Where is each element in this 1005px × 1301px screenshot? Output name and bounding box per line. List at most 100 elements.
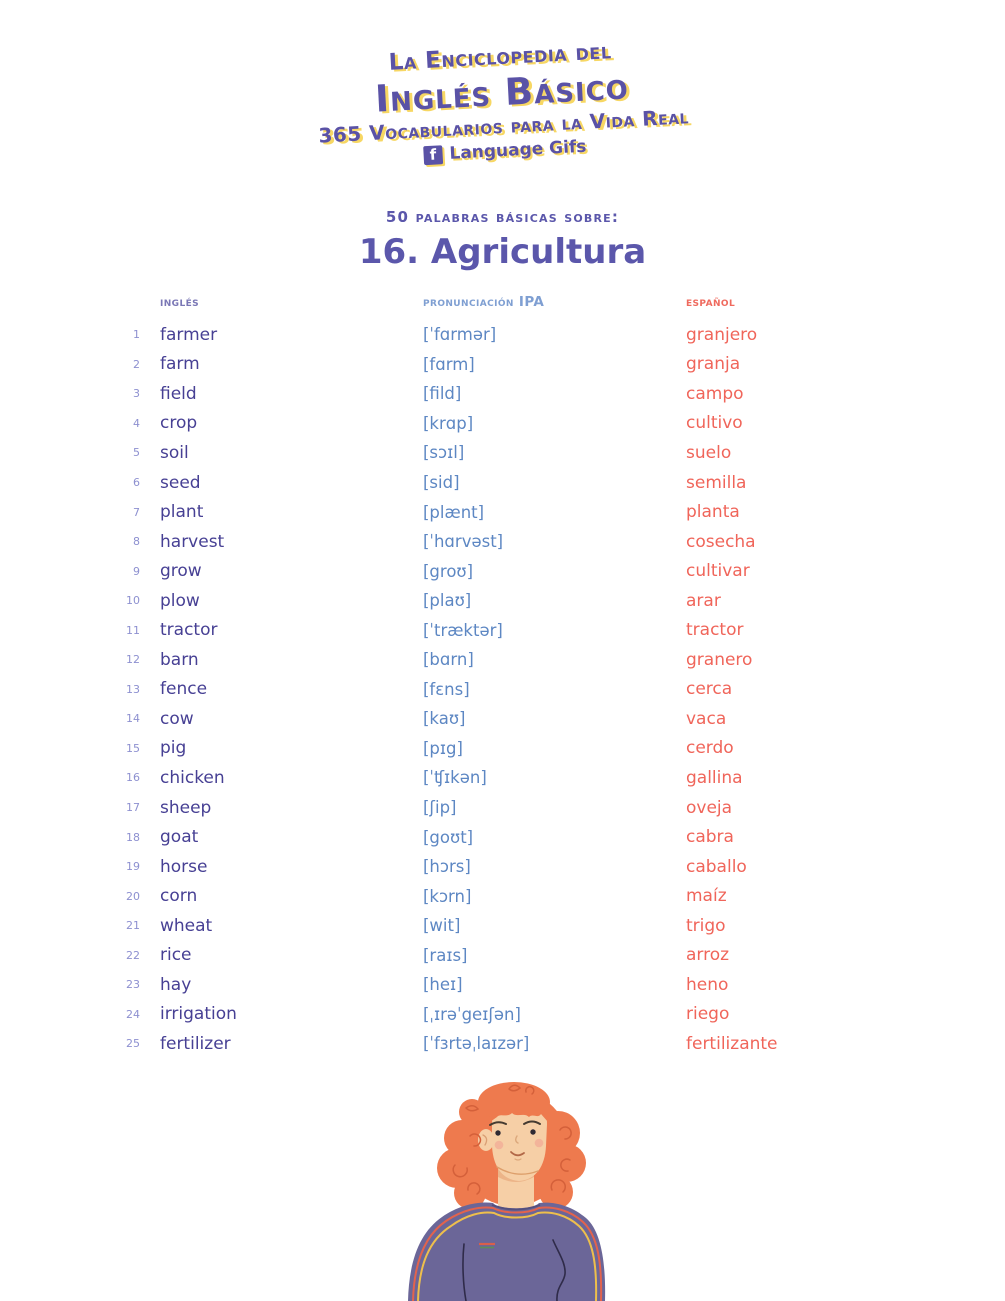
row-spanish: granja [686,354,741,375]
row-english: rice [160,945,192,966]
table-row: 18 goat [goʊt] cabra [100,822,930,852]
table-row: 14 cow [kaʊ] vaca [100,704,930,734]
row-ipa: [wit] [423,916,461,936]
table-row: 23 hay [heɪ] heno [100,970,930,1000]
row-number: 12 [126,653,140,667]
page-title: 16. Agricultura [358,232,647,272]
row-spanish: oveja [686,797,733,818]
table-row: 12 barn [bɑrn] granero [100,645,930,675]
table-row: 13 fence [fɛns] cerca [100,675,930,705]
row-spanish: trigo [686,915,726,936]
row-ipa: [ˈtræktər] [423,620,503,640]
table-row: 22 rice [raɪs] arroz [100,940,930,970]
row-ipa: [hɔrs] [423,857,471,877]
row-english: crop [160,413,198,434]
row-ipa: [raɪs] [423,945,468,965]
row-ipa: [ʃip] [423,798,457,818]
section-kicker: 50 palabras básicas sobre: [385,208,620,226]
row-number: 15 [126,741,140,755]
row-number: 16 [126,771,140,785]
vocab-table: inglés pronunciación IPA español 1 farme… [100,293,930,1059]
row-spanish: caballo [686,856,747,877]
table-row: 19 horse [hɔrs] caballo [100,852,930,882]
logo-block: La Enciclopedia del Inglés Básico 365 Vo… [0,38,1005,166]
row-ipa: [ˌɪrəˈgeɪʃən] [423,1004,521,1024]
row-ipa: [ˈhɑrvəst] [423,532,504,552]
table-row: 17 sheep [ʃip] oveja [100,793,930,823]
row-ipa: [bɑrn] [423,650,474,670]
row-english: pig [160,738,187,759]
row-english: fertilizer [160,1033,231,1054]
table-row: 8 harvest [ˈhɑrvəst] cosecha [100,527,930,557]
row-number: 14 [126,712,140,726]
row-number: 22 [126,948,140,962]
row-number: 4 [133,416,140,430]
row-number: 13 [126,682,140,696]
row-english: corn [160,886,198,907]
row-spanish: riego [686,1004,730,1025]
table-row: 11 tractor [ˈtræktər] tractor [100,615,930,645]
row-ipa: [sid] [423,473,460,492]
row-number: 24 [126,1007,140,1021]
table-row: 7 plant [plænt] planta [100,497,930,527]
row-english: harvest [160,531,225,552]
row-number: 1 [133,328,140,342]
row-spanish: cabra [686,827,734,848]
row-ipa: [plaʊ] [423,591,472,611]
table-row: 1 farmer [ˈfɑrmər] granjero [100,320,930,350]
table-row: 3 field [fild] campo [100,379,930,409]
row-ipa: [heɪ] [423,975,463,995]
row-spanish: granjero [686,324,758,345]
row-ipa: [goʊt] [423,827,474,847]
row-number: 9 [133,564,140,578]
column-header-ipa: pronunciación IPA [423,293,545,310]
row-spanish: semilla [686,472,747,493]
table-row: 25 fertilizer [ˈfɜrtəˌlaɪzər] fertilizan… [100,1029,930,1059]
row-number: 18 [126,830,140,844]
row-number: 25 [126,1037,140,1051]
row-number: 3 [133,387,140,401]
row-spanish: planta [686,502,740,523]
row-english: seed [160,472,201,493]
woman-illustration [408,1082,606,1301]
row-ipa: [groʊ] [423,561,474,581]
row-spanish: maíz [686,886,727,907]
row-english: goat [160,827,199,848]
facebook-icon: f [423,145,444,166]
row-ipa: [plænt] [423,502,485,522]
row-ipa: [sɔɪl] [423,443,465,463]
table-row: 4 crop [krɑp] cultivo [100,409,930,439]
row-number: 10 [126,594,140,608]
row-english: chicken [160,767,225,788]
facebook-page-name: Language Gifs [449,137,587,165]
row-number: 11 [126,623,140,637]
row-english: hay [160,974,192,995]
row-number: 7 [133,505,140,519]
row-spanish: cerca [686,679,733,700]
row-ipa: [kaʊ] [423,709,466,729]
column-header-english: inglés [160,293,200,310]
row-number: 20 [126,889,140,903]
table-row: 15 pig [pɪg] cerdo [100,734,930,764]
row-number: 8 [133,535,140,549]
column-header-spanish: español [686,293,736,310]
row-number: 5 [133,446,140,460]
row-spanish: suelo [686,442,732,463]
row-spanish: granero [686,649,753,670]
row-spanish: tractor [686,620,744,641]
row-english: horse [160,856,208,877]
row-number: 19 [126,860,140,874]
row-ipa: [fild] [423,384,462,404]
row-english: fence [160,679,208,700]
row-ipa: [kɔrn] [423,886,472,906]
table-row: 21 wheat [wit] trigo [100,911,930,941]
row-spanish: cosecha [686,531,756,552]
table-row: 9 grow [groʊ] cultivar [100,556,930,586]
row-english: field [160,383,197,404]
row-ipa: [fɑrm] [423,354,475,374]
row-english: wheat [160,915,213,936]
row-ipa: [ˈfɜrtəˌlaɪzər] [423,1034,530,1054]
table-row: 6 seed [sid] semilla [100,468,930,498]
row-number: 6 [133,476,140,489]
